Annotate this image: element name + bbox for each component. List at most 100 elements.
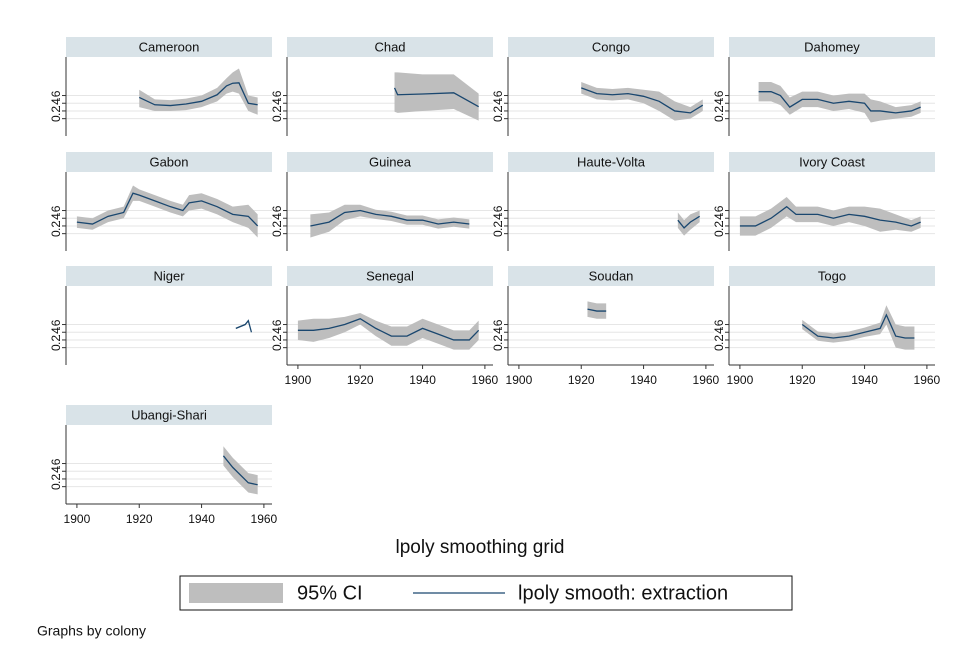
panel-title: Congo xyxy=(592,39,630,54)
plot-area xyxy=(66,286,272,365)
plot-area xyxy=(729,286,935,365)
ci-band xyxy=(581,82,703,121)
ci-band xyxy=(310,204,470,238)
chart-title: lpoly smoothing grid xyxy=(396,537,565,558)
y-tick-label: .6 xyxy=(49,205,63,215)
panel-title: Haute-Volta xyxy=(577,154,646,169)
ci-band xyxy=(76,185,258,238)
panel-title: Cameroon xyxy=(139,39,200,54)
smooth-line xyxy=(587,308,607,312)
panel-title: Soudan xyxy=(589,268,634,283)
y-tick-label: .4 xyxy=(49,98,63,108)
y-tick-label: .4 xyxy=(491,213,505,223)
x-tick-label: 1940 xyxy=(409,373,436,387)
y-tick-label: .4 xyxy=(270,98,284,108)
y-tick-label: .2 xyxy=(712,335,726,345)
y-tick-label: .4 xyxy=(712,213,726,223)
y-tick-label: .2 xyxy=(491,335,505,345)
legend-label: 95% CI xyxy=(297,582,363,604)
y-tick-label: 0 xyxy=(491,115,505,122)
x-tick-label: 1960 xyxy=(472,373,499,387)
smooth-line xyxy=(581,87,704,114)
ci-band xyxy=(297,312,479,350)
x-tick-label: 1940 xyxy=(630,373,657,387)
ci-band xyxy=(587,301,607,319)
smooth-line xyxy=(310,209,470,227)
y-tick-label: .6 xyxy=(712,319,726,329)
x-tick-label: 1960 xyxy=(251,512,278,526)
smooth-line xyxy=(677,215,701,229)
plot-area xyxy=(508,286,714,365)
panel-title: Togo xyxy=(818,268,846,283)
x-tick-label: 1920 xyxy=(347,373,374,387)
smooth-line xyxy=(235,319,253,333)
y-tick-label: .4 xyxy=(491,327,505,337)
y-tick-label: 0 xyxy=(712,344,726,351)
y-tick-label: .2 xyxy=(270,221,284,231)
y-tick-label: 0 xyxy=(270,344,284,351)
x-tick-label: 1940 xyxy=(188,512,215,526)
smooth-line xyxy=(76,192,259,227)
y-tick-label: .6 xyxy=(270,205,284,215)
y-tick-label: .6 xyxy=(491,90,505,100)
smooth-line xyxy=(739,205,921,227)
y-tick-label: 0 xyxy=(49,115,63,122)
y-tick-label: .6 xyxy=(712,205,726,215)
smooth-line xyxy=(801,313,915,339)
panel-title: Chad xyxy=(374,39,405,54)
plot-area xyxy=(66,425,272,504)
strip xyxy=(66,37,272,57)
x-tick-label: 1900 xyxy=(506,373,533,387)
panel-title: Ivory Coast xyxy=(799,154,865,169)
x-tick-label: 1900 xyxy=(727,373,754,387)
strip xyxy=(508,37,714,57)
y-tick-label: 0 xyxy=(49,483,63,490)
smooth-line xyxy=(222,455,258,486)
strip xyxy=(66,405,272,425)
panel-title: Ubangi-Shari xyxy=(131,407,207,422)
y-tick-label: .4 xyxy=(712,327,726,337)
strip xyxy=(729,37,935,57)
x-tick-label: 1920 xyxy=(126,512,153,526)
x-tick-label: 1960 xyxy=(914,373,941,387)
y-tick-label: .2 xyxy=(49,474,63,484)
ci-band xyxy=(139,68,258,115)
y-tick-label: .6 xyxy=(712,90,726,100)
x-tick-label: 1920 xyxy=(568,373,595,387)
y-tick-label: .6 xyxy=(49,458,63,468)
strip xyxy=(287,37,493,57)
y-tick-label: .6 xyxy=(270,319,284,329)
y-tick-label: .6 xyxy=(49,319,63,329)
y-tick-label: .2 xyxy=(270,106,284,116)
y-tick-label: .4 xyxy=(712,98,726,108)
y-tick-label: .2 xyxy=(49,106,63,116)
y-tick-label: .4 xyxy=(491,98,505,108)
y-tick-label: .4 xyxy=(270,213,284,223)
strip xyxy=(287,152,493,172)
panel-title: Guinea xyxy=(369,154,412,169)
smooth-line xyxy=(758,91,921,114)
y-tick-label: .4 xyxy=(270,327,284,337)
y-tick-label: 0 xyxy=(49,344,63,351)
legend-swatch xyxy=(189,583,283,603)
plot-area xyxy=(287,172,493,251)
y-tick-label: .2 xyxy=(49,221,63,231)
strip xyxy=(729,152,935,172)
ci-band xyxy=(394,72,479,121)
panel-title: Niger xyxy=(153,268,185,283)
panel-title: Senegal xyxy=(366,268,414,283)
y-tick-label: .6 xyxy=(49,90,63,100)
strip xyxy=(287,266,493,286)
strip xyxy=(66,266,272,286)
y-tick-label: 0 xyxy=(712,115,726,122)
strip xyxy=(508,152,714,172)
y-tick-label: 0 xyxy=(49,230,63,237)
y-tick-label: 0 xyxy=(270,115,284,122)
smooth-line xyxy=(138,82,258,107)
x-tick-label: 1900 xyxy=(285,373,312,387)
y-tick-label: .2 xyxy=(491,221,505,231)
x-tick-label: 1960 xyxy=(693,373,720,387)
y-tick-label: .2 xyxy=(712,221,726,231)
plot-area xyxy=(508,172,714,251)
